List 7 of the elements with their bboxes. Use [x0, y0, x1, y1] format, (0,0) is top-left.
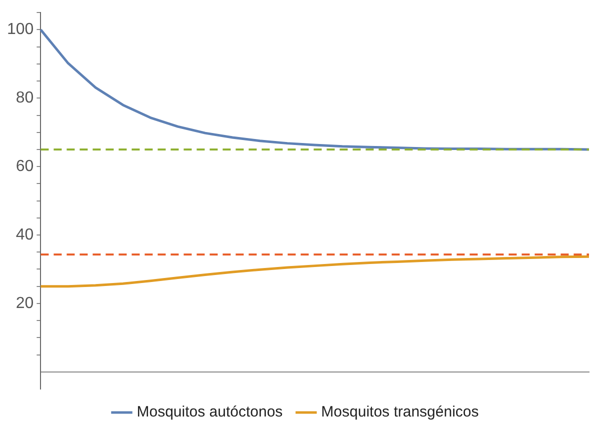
y-tick-label: 100	[6, 21, 34, 38]
y-tick-label: 40	[16, 226, 34, 244]
y-tick-label: 60	[16, 158, 34, 175]
y-tick-label: 80	[16, 90, 34, 107]
legend-label: Mosquitos transgénicos	[321, 404, 479, 421]
legend-label: Mosquitos autóctonos	[136, 404, 283, 421]
y-tick-label: 20	[16, 294, 34, 312]
